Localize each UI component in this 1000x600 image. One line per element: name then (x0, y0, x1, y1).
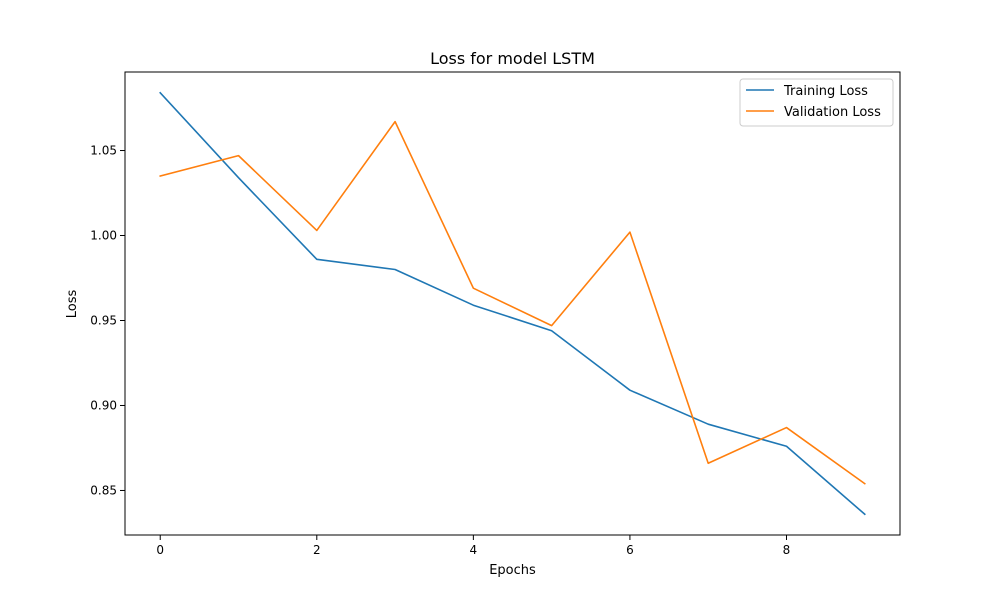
y-tick-label: 0.90 (90, 398, 117, 412)
plot-frame (124, 71, 901, 536)
series-line-training-loss (159, 91, 866, 516)
legend: Training Loss Validation Loss (739, 78, 894, 127)
plot-area (124, 71, 901, 536)
y-tick-label: 0.95 (90, 313, 117, 327)
x-tick-label: 4 (470, 543, 478, 557)
x-axis-ticks: 0 2 4 6 8 (156, 535, 790, 557)
y-tick-label: 1.05 (90, 144, 117, 158)
chart-title: Loss for model LSTM (430, 49, 595, 68)
series-layer (159, 91, 866, 516)
x-tick-label: 2 (313, 543, 321, 557)
y-axis-label: Loss (65, 290, 80, 319)
y-tick-label: 1.00 (90, 229, 117, 243)
legend-label: Training Loss (783, 84, 868, 99)
legend-box (739, 78, 894, 127)
legend-label: Validation Loss (784, 105, 881, 120)
x-tick-label: 0 (156, 543, 164, 557)
x-tick-label: 8 (783, 543, 791, 557)
x-tick-label: 6 (626, 543, 634, 557)
series-line-validation-loss (159, 120, 866, 485)
y-axis-ticks: 0.85 0.90 0.95 1.00 1.05 (90, 144, 125, 497)
y-tick-label: 0.85 (90, 483, 117, 497)
x-axis-label: Epochs (489, 563, 536, 578)
